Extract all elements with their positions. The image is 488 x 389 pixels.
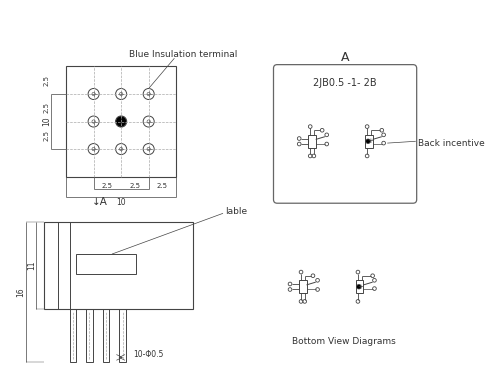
Text: Bottom View Diagrams: Bottom View Diagrams xyxy=(292,337,396,346)
Bar xyxy=(119,309,126,362)
Bar xyxy=(76,254,136,274)
Bar xyxy=(66,67,176,177)
Text: 10: 10 xyxy=(116,198,126,207)
Text: 2.5: 2.5 xyxy=(44,75,50,86)
Bar xyxy=(44,223,193,309)
Text: +: + xyxy=(367,138,373,144)
Bar xyxy=(308,135,316,148)
Circle shape xyxy=(357,284,361,289)
Circle shape xyxy=(366,139,370,144)
Text: 16: 16 xyxy=(17,287,25,297)
Text: lable: lable xyxy=(225,207,247,216)
Text: 11: 11 xyxy=(27,261,36,270)
Text: 2.5: 2.5 xyxy=(129,183,141,189)
Text: 2.5: 2.5 xyxy=(102,183,113,189)
Text: 10-Φ0.5: 10-Φ0.5 xyxy=(133,349,163,359)
Text: Blue Insulation terminal: Blue Insulation terminal xyxy=(129,50,238,59)
Text: 2.5: 2.5 xyxy=(44,130,50,141)
Text: 2JB0.5 -1- 2B: 2JB0.5 -1- 2B xyxy=(313,78,377,88)
Text: 10: 10 xyxy=(42,117,51,126)
Bar xyxy=(366,135,373,148)
Text: A: A xyxy=(341,51,349,64)
Text: Back incentive: Back incentive xyxy=(418,138,485,147)
Bar xyxy=(86,309,93,362)
Bar xyxy=(70,309,76,362)
Text: +: + xyxy=(358,284,364,290)
Text: ↓A: ↓A xyxy=(92,197,108,207)
Text: 2.5: 2.5 xyxy=(157,183,168,189)
Text: 2.5: 2.5 xyxy=(44,102,50,113)
Circle shape xyxy=(116,116,127,127)
Bar xyxy=(299,280,306,293)
Bar xyxy=(356,280,364,293)
Bar xyxy=(103,309,109,362)
